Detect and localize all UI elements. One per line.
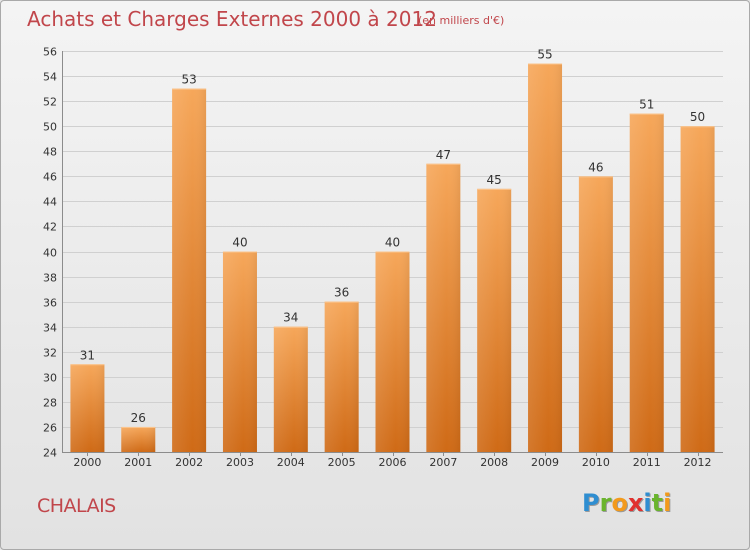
proxiti-logo: Proxiti	[582, 489, 671, 517]
x-tick-label: 2000	[73, 456, 101, 469]
y-tick-label: 48	[43, 146, 57, 159]
y-tick-label: 38	[43, 272, 57, 285]
unit-note: (en milliers d'€)	[418, 14, 505, 27]
bar-value-label: 55	[537, 48, 552, 62]
x-tick-label: 2006	[379, 456, 407, 469]
y-tick-label: 54	[43, 71, 57, 84]
x-tick-label: 2008	[480, 456, 508, 469]
y-tick-label: 24	[43, 447, 57, 460]
x-tick-label: 2004	[277, 456, 305, 469]
bar-highlight	[680, 126, 715, 452]
y-tick-label: 50	[43, 121, 57, 134]
y-tick-label: 30	[43, 372, 57, 385]
x-tick-label: 2005	[328, 456, 356, 469]
bar-value-label: 45	[487, 173, 502, 187]
logo-letter: o	[611, 489, 628, 517]
x-tick-label: 2011	[633, 456, 661, 469]
logo-letter: t	[651, 489, 664, 517]
x-tick-label: 2002	[175, 456, 203, 469]
bar-value-label: 47	[436, 148, 451, 162]
x-tick-label: 2010	[582, 456, 610, 469]
logo-letter: P	[582, 489, 600, 517]
bar-highlight	[426, 163, 461, 452]
bars	[70, 63, 715, 452]
x-tick-label: 2012	[684, 456, 712, 469]
x-tick-label: 2003	[226, 456, 254, 469]
y-tick-label: 52	[43, 96, 57, 109]
bar-highlight	[324, 301, 359, 452]
y-tick-label: 28	[43, 397, 57, 410]
y-tick-label: 42	[43, 221, 57, 234]
bar-highlight	[121, 426, 156, 452]
bar-value-label: 40	[232, 236, 247, 250]
chart-title: Achats et Charges Externes 2000 à 2012	[27, 7, 437, 31]
y-tick-label: 36	[43, 297, 57, 310]
bar-highlight	[273, 326, 308, 452]
bar-highlight	[629, 113, 664, 452]
bar-value-label: 31	[80, 348, 95, 362]
bar-highlight	[70, 364, 105, 452]
y-tick-label: 44	[43, 196, 57, 209]
bar-value-label: 51	[639, 98, 654, 112]
axes	[62, 51, 723, 456]
x-tick-label: 2007	[429, 456, 457, 469]
bar-highlight	[528, 63, 563, 452]
logo-letter: i	[643, 489, 652, 517]
y-tick-label: 26	[43, 422, 57, 435]
labels: 24 26 28 30 32 34 36 38 40 42 44 46 48 50 52 54 56 31 2000…	[43, 46, 712, 470]
bar-highlight	[578, 176, 613, 452]
bar-highlight	[375, 251, 410, 452]
y-tick-label: 40	[43, 247, 57, 260]
x-tick-label: 2009	[531, 456, 559, 469]
y-tick-label: 56	[43, 46, 57, 59]
bar-value-label: 53	[181, 73, 196, 87]
bar-value-label: 46	[588, 160, 603, 174]
bar-value-label: 34	[283, 311, 298, 325]
bar-highlight	[222, 251, 257, 452]
y-tick-label: 32	[43, 347, 57, 360]
bar-highlight	[477, 188, 512, 452]
y-tick-label: 34	[43, 322, 57, 335]
logo-letter: i	[663, 489, 672, 517]
bar-highlight	[172, 88, 207, 452]
logo-letter: r	[599, 489, 612, 517]
logo-letter: x	[627, 489, 644, 517]
bar-value-label: 26	[131, 411, 146, 425]
bar-value-label: 40	[385, 236, 400, 250]
bar-value-label: 50	[690, 110, 705, 124]
x-tick-label: 2001	[124, 456, 152, 469]
y-tick-label: 46	[43, 171, 57, 184]
bar-value-label: 36	[334, 286, 349, 300]
commune-name: CHALAIS	[37, 495, 116, 517]
